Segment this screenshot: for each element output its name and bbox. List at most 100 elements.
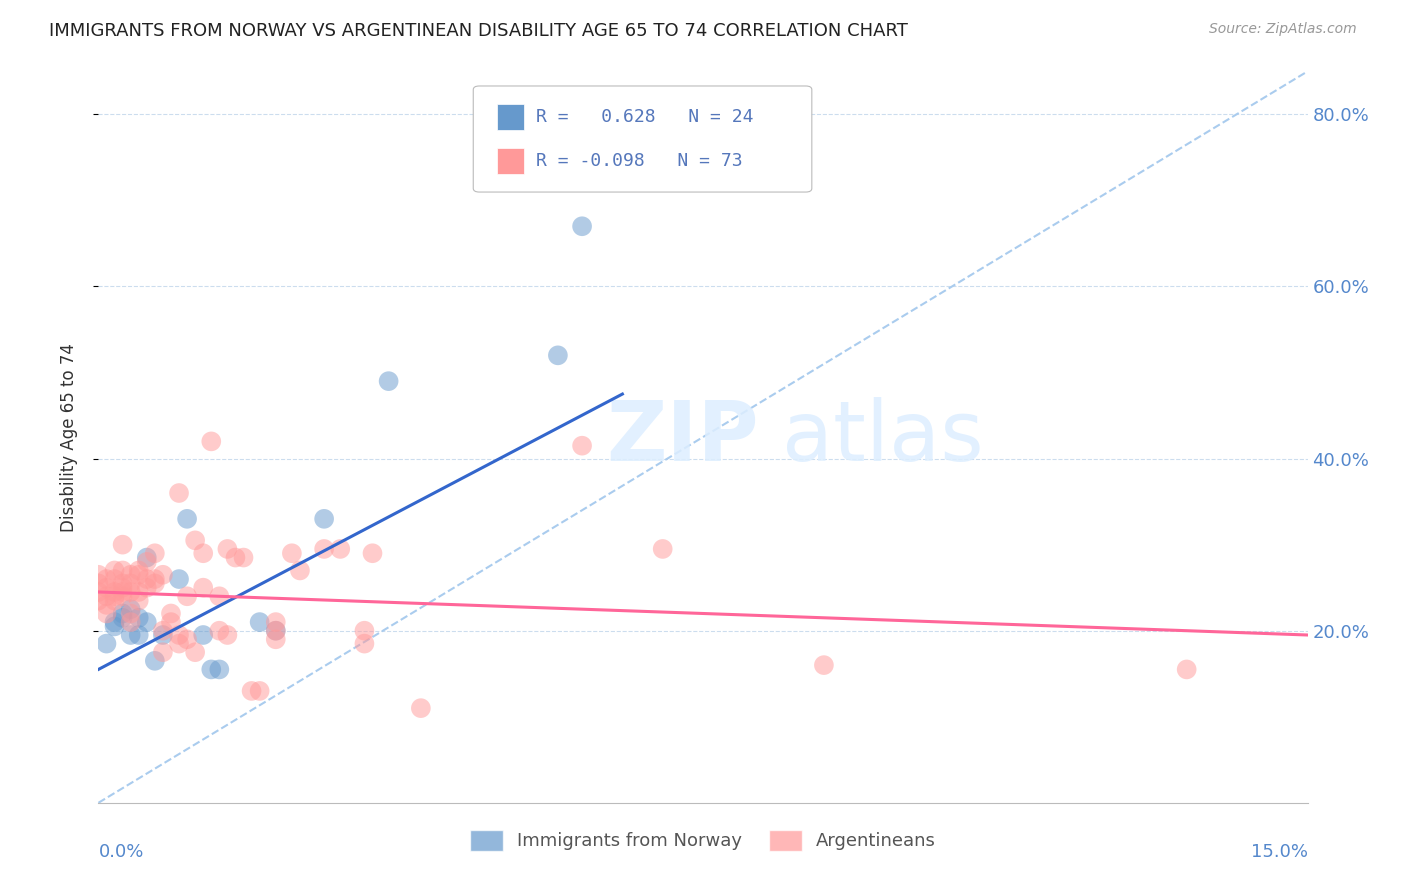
Point: [96, 637, 118, 651]
Bar: [498, 148, 524, 174]
Point: [87, 567, 110, 582]
Point: [135, 581, 157, 595]
Point: [264, 615, 287, 629]
Point: [249, 684, 271, 698]
Point: [200, 662, 222, 676]
Point: [152, 567, 174, 582]
Text: Source: ZipAtlas.com: Source: ZipAtlas.com: [1209, 22, 1357, 37]
Point: [96, 589, 118, 603]
Point: [152, 624, 174, 638]
Point: [128, 564, 150, 578]
Point: [288, 564, 311, 578]
Point: [264, 624, 287, 638]
FancyBboxPatch shape: [474, 86, 811, 192]
Point: [240, 684, 263, 698]
Point: [143, 654, 166, 668]
Text: R = -0.098   N = 73: R = -0.098 N = 73: [536, 152, 742, 169]
Point: [135, 572, 157, 586]
Point: [184, 533, 207, 548]
Legend: Immigrants from Norway, Argentineans: Immigrants from Norway, Argentineans: [461, 821, 945, 860]
Point: [103, 589, 125, 603]
Point: [120, 585, 142, 599]
Point: [167, 637, 190, 651]
Point: [651, 541, 673, 556]
Bar: [498, 104, 524, 130]
Text: atlas: atlas: [782, 397, 983, 477]
Point: [184, 645, 207, 659]
Point: [135, 555, 157, 569]
Point: [120, 602, 142, 616]
Point: [264, 632, 287, 647]
Point: [103, 585, 125, 599]
Point: [111, 589, 134, 603]
Point: [200, 434, 222, 449]
Point: [128, 593, 150, 607]
Point: [143, 576, 166, 591]
Point: [120, 607, 142, 621]
Point: [135, 550, 157, 565]
Point: [193, 581, 215, 595]
Point: [571, 219, 593, 234]
Point: [152, 645, 174, 659]
Point: [96, 598, 118, 612]
Point: [120, 615, 142, 629]
Point: [111, 611, 134, 625]
Point: [176, 512, 198, 526]
Point: [249, 615, 271, 629]
Point: [208, 589, 231, 603]
Point: [120, 567, 142, 582]
Point: [314, 512, 336, 526]
Text: 0.0%: 0.0%: [98, 843, 143, 861]
Point: [96, 572, 118, 586]
Text: IMMIGRANTS FROM NORWAY VS ARGENTINEAN DISABILITY AGE 65 TO 74 CORRELATION CHART: IMMIGRANTS FROM NORWAY VS ARGENTINEAN DI…: [49, 22, 908, 40]
Point: [377, 374, 399, 388]
Point: [111, 607, 134, 621]
Point: [111, 581, 134, 595]
Point: [120, 576, 142, 591]
Point: [232, 550, 254, 565]
Point: [217, 541, 239, 556]
Point: [208, 624, 231, 638]
Point: [353, 624, 375, 638]
Point: [361, 546, 384, 560]
Point: [167, 486, 190, 500]
Point: [160, 607, 183, 621]
Point: [111, 538, 134, 552]
Point: [87, 585, 110, 599]
Point: [329, 541, 352, 556]
Point: [176, 589, 198, 603]
Point: [314, 541, 336, 556]
Point: [103, 593, 125, 607]
Point: [813, 658, 835, 673]
Point: [96, 607, 118, 621]
Point: [409, 701, 432, 715]
Point: [264, 624, 287, 638]
Point: [103, 619, 125, 633]
Point: [571, 439, 593, 453]
Point: [103, 572, 125, 586]
Point: [208, 662, 231, 676]
Point: [160, 615, 183, 629]
Point: [128, 628, 150, 642]
Point: [143, 572, 166, 586]
Point: [128, 611, 150, 625]
Point: [120, 628, 142, 642]
Point: [224, 550, 246, 565]
Point: [128, 585, 150, 599]
Point: [152, 628, 174, 642]
Point: [103, 615, 125, 629]
Point: [111, 564, 134, 578]
Point: [167, 572, 190, 586]
Point: [135, 615, 157, 629]
Point: [193, 546, 215, 560]
Point: [143, 546, 166, 560]
Point: [103, 564, 125, 578]
Point: [547, 348, 569, 362]
Point: [1175, 662, 1198, 676]
Point: [128, 567, 150, 582]
Point: [111, 576, 134, 591]
Point: [87, 576, 110, 591]
Point: [167, 628, 190, 642]
Text: 15.0%: 15.0%: [1250, 843, 1308, 861]
Y-axis label: Disability Age 65 to 74: Disability Age 65 to 74: [59, 343, 77, 532]
